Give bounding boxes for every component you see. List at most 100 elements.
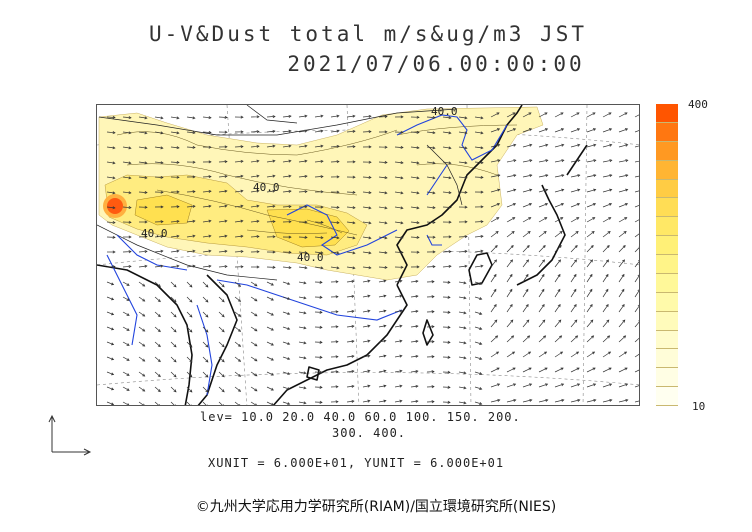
wind-vector-head [383, 279, 387, 283]
wind-vector [522, 112, 532, 118]
wind-vector-head [256, 159, 260, 163]
wind-vector [282, 175, 291, 178]
wind-vector [266, 145, 275, 148]
wind-vector-head [592, 112, 596, 116]
wind-vector [106, 326, 114, 330]
wind-vector [458, 161, 467, 164]
wind-vector-head [624, 367, 628, 371]
dust-wind-map: 40.0 40.0 40.0 40.0 [96, 104, 640, 406]
wind-vector-head [142, 373, 146, 377]
wind-vector-head [463, 386, 467, 390]
wind-vector [618, 174, 628, 178]
wind-vector-head [367, 354, 371, 358]
wind-vector [618, 112, 628, 118]
wind-vector-head [368, 160, 372, 164]
wind-vector [378, 191, 387, 194]
wind-vector [138, 191, 148, 193]
river-west [106, 254, 138, 346]
wind-vector [618, 231, 627, 238]
wind-vector [410, 221, 420, 224]
wind-vector [362, 325, 370, 328]
wind-vector [458, 386, 466, 389]
wind-vector-head [126, 283, 130, 286]
colorbar-swatch [656, 217, 678, 237]
wind-vector [426, 191, 435, 194]
wind-vector-head [351, 369, 355, 373]
wind-vector [282, 296, 290, 300]
wind-vector-head [416, 221, 420, 225]
wind-vector-head [336, 114, 340, 118]
wind-vector-head [525, 304, 529, 308]
wind-vector-head [192, 234, 196, 238]
wind-vector-head [463, 401, 467, 405]
wind-vector [154, 281, 161, 287]
wind-vector [186, 386, 193, 393]
wind-vector-head [593, 159, 597, 163]
wind-vector [282, 190, 292, 193]
wind-vector [570, 174, 580, 178]
wind-vector-head [622, 319, 626, 323]
wind-vector [346, 146, 356, 148]
wind-vector-head [560, 128, 565, 132]
wind-vector-head [208, 130, 212, 134]
wind-vector-head [605, 304, 609, 308]
wind-vector-head [431, 400, 435, 404]
wind-vector-head [544, 128, 549, 132]
wind-vector [506, 335, 514, 343]
wind-vector [458, 356, 466, 359]
wind-vector-head [415, 279, 419, 283]
wind-vector [346, 355, 354, 358]
wind-vector [218, 401, 223, 405]
wind-vector-head [447, 355, 451, 359]
wind-vector [570, 319, 578, 328]
wind-vector [234, 296, 241, 302]
wind-vector [410, 280, 418, 283]
wind-vector [378, 385, 386, 388]
wind-vector [394, 355, 402, 358]
wind-vector-head [160, 249, 164, 253]
wind-vector [474, 265, 483, 268]
wind-vector-head [160, 264, 164, 268]
wind-vector [506, 128, 516, 133]
wind-vector [378, 161, 388, 163]
wind-vector-head [479, 282, 483, 285]
wind-vector-head [272, 115, 276, 119]
wind-vector-head [144, 116, 148, 120]
wind-vector-head [448, 161, 452, 165]
wind-vector-head [384, 115, 388, 119]
wind-vector [394, 221, 403, 224]
wind-vector-head [272, 159, 276, 163]
wind-vector-head [384, 145, 388, 149]
wind-vector [202, 341, 209, 348]
wind-vector-head [415, 354, 419, 358]
wind-vector [106, 281, 114, 285]
wind-vector [298, 326, 306, 329]
wind-vector-head [512, 112, 516, 116]
wind-vector [330, 130, 339, 133]
wind-vector-head [625, 159, 629, 163]
wind-vector [234, 205, 243, 208]
wind-vector [474, 176, 484, 178]
wind-vector-head [593, 188, 597, 192]
wind-vector [554, 274, 561, 283]
wind-vector-head [272, 235, 276, 239]
wind-vector-head [270, 372, 274, 376]
wind-vector [538, 144, 548, 148]
wind-vector-head [367, 339, 371, 343]
wind-vector [234, 341, 241, 347]
wind-vector-head [189, 299, 193, 303]
wind-vector [570, 383, 580, 388]
wind-vector [394, 236, 404, 239]
wind-vector [570, 112, 580, 118]
wind-vector-head [399, 384, 403, 388]
wind-vector [266, 221, 276, 223]
wind-vector [138, 131, 147, 134]
wind-vector [298, 296, 306, 299]
wind-vector [586, 367, 596, 373]
wind-vector [218, 341, 225, 348]
wind-vector-head [110, 342, 115, 346]
wind-vector-head [160, 116, 164, 120]
wind-vector-head [399, 324, 403, 328]
wind-vector [378, 280, 386, 283]
wind-vector [506, 367, 516, 373]
